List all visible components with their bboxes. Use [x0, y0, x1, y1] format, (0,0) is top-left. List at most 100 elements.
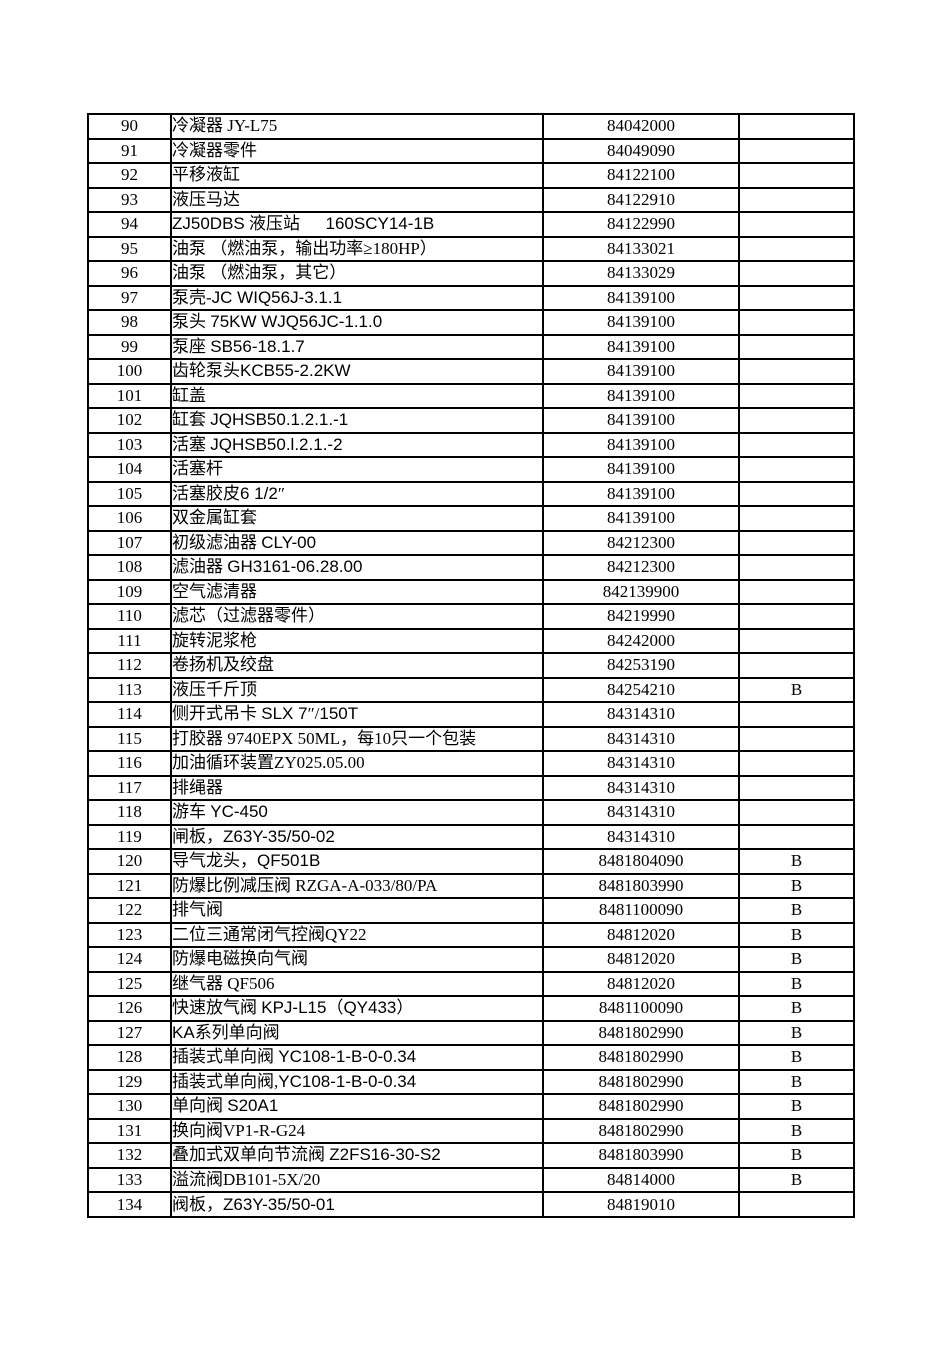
item-description-cell: 排绳器: [170, 774, 544, 801]
latin-text: JC WIQ56J-3.1.1: [211, 287, 343, 307]
latin-text: SB56-18.1.7: [210, 336, 305, 356]
hs-code-cell: 84139100: [542, 333, 740, 360]
row-number-cell: 133: [87, 1166, 172, 1193]
table-row: 107 初级滤油器 CLY-00 84212300: [87, 529, 855, 556]
remark-cell: B: [738, 872, 855, 899]
hs-code-cell: 8481803990: [542, 1142, 740, 1169]
remark-cell: [738, 309, 855, 336]
latin-text: QF501B: [257, 851, 321, 871]
row-number-cell: 103: [87, 431, 172, 458]
table-row: 134 阀板，Z63Y-35/50-01 84819010: [87, 1191, 855, 1218]
item-description-cell: KA系列单向阀: [170, 1019, 544, 1046]
row-number-cell: 93: [87, 186, 172, 213]
latin-text: KA: [172, 1022, 195, 1042]
latin-text: YC108-1-B-0-0.34: [278, 1047, 417, 1067]
parts-table-body: 90 冷凝器 JY-L75 84042000 91 冷凝器零件 84049090 92 平移液…: [87, 113, 855, 1218]
parts-table: 90 冷凝器 JY-L75 84042000 91 冷凝器零件 84049090 92 平移液…: [87, 113, 855, 1218]
table-row: 95 油泵 （燃油泵，输出功率≥180HP） 84133021: [87, 235, 855, 262]
item-description-cell: 打胶器 9740EPX 50ML，每10只一个包装: [170, 725, 544, 752]
hs-code-cell: 84139100: [542, 431, 740, 458]
item-description-cell: 泵座 SB56-18.1.7: [170, 333, 544, 360]
hs-code-cell: 84812020: [542, 970, 740, 997]
table-row: 124 防爆电磁换向气阀 84812020 B: [87, 946, 855, 973]
table-row: 103 活塞 JQHSB50.l.2.1.-2 84139100: [87, 431, 855, 458]
remark-cell: [738, 652, 855, 679]
table-row: 111 旋转泥浆枪 84242000: [87, 627, 855, 654]
row-number-cell: 104: [87, 456, 172, 483]
item-description-cell: 插装式单向阀,YC108-1-B-0-0.34: [170, 1068, 544, 1095]
table-row: 110 滤芯（过滤器零件） 84219990: [87, 603, 855, 630]
row-number-cell: 132: [87, 1142, 172, 1169]
item-description-cell: 液压千斤顶: [170, 676, 544, 703]
table-row: 96 油泵 （燃油泵，其它） 84133029: [87, 260, 855, 287]
table-row: 131 换向阀VP1-R-G24 8481802990 B: [87, 1117, 855, 1144]
hs-code-cell: 8481100090: [542, 995, 740, 1022]
hs-code-cell: 84212300: [542, 554, 740, 581]
row-number-cell: 98: [87, 309, 172, 336]
item-description-cell: 叠加式双单向节流阀 Z2FS16-30-S2: [170, 1142, 544, 1169]
latin-text: YC-450: [210, 802, 268, 822]
table-row: 126 快速放气阀 KPJ-L15（QY433） 8481100090 B: [87, 995, 855, 1022]
remark-cell: [738, 358, 855, 385]
hs-code-cell: 8481804090: [542, 848, 740, 875]
latin-text: JQHSB50.l.2.1.-2: [210, 434, 343, 454]
row-number-cell: 130: [87, 1093, 172, 1120]
row-number-cell: 110: [87, 603, 172, 630]
item-description-cell: 空气滤清器: [170, 578, 544, 605]
item-description-cell: 旋转泥浆枪: [170, 627, 544, 654]
table-row: 112 卷扬机及绞盘 84253190: [87, 652, 855, 679]
item-description-cell: 活塞 JQHSB50.l.2.1.-2: [170, 431, 544, 458]
latin-text: KCB55-2.2KW: [240, 361, 351, 381]
item-description-cell: 防爆电磁换向气阀: [170, 946, 544, 973]
hs-code-cell: 84139100: [542, 284, 740, 311]
table-row: 130 单向阀 S20A1 8481802990 B: [87, 1093, 855, 1120]
table-row: 90 冷凝器 JY-L75 84042000: [87, 113, 855, 140]
remark-cell: B: [738, 676, 855, 703]
table-row: 123 二位三通常闭气控阀QY22 84812020 B: [87, 921, 855, 948]
row-number-cell: 111: [87, 627, 172, 654]
item-description-cell: 单向阀 S20A1: [170, 1093, 544, 1120]
remark-cell: [738, 480, 855, 507]
hs-code-cell: 84314310: [542, 823, 740, 850]
remark-cell: [738, 627, 855, 654]
hs-code-cell: 84814000: [542, 1166, 740, 1193]
hs-code-cell: 84122910: [542, 186, 740, 213]
hs-code-cell: 84314310: [542, 799, 740, 826]
remark-cell: B: [738, 1117, 855, 1144]
item-description-cell: 双金属缸套: [170, 505, 544, 532]
hs-code-cell: 84139100: [542, 505, 740, 532]
table-row: 132 叠加式双单向节流阀 Z2FS16-30-S2 8481803990 B: [87, 1142, 855, 1169]
item-description-cell: 快速放气阀 KPJ-L15（QY433）: [170, 995, 544, 1022]
row-number-cell: 102: [87, 407, 172, 434]
latin-text: 160SCY14-1B: [325, 214, 435, 234]
table-row: 118 游车 YC-450 84314310: [87, 799, 855, 826]
item-description-cell: 初级滤油器 CLY-00: [170, 529, 544, 556]
item-description-cell: 油泵 （燃油泵，输出功率≥180HP）: [170, 235, 544, 262]
remark-cell: B: [738, 1166, 855, 1193]
row-number-cell: 91: [87, 137, 172, 164]
hs-code-cell: 84812020: [542, 921, 740, 948]
hs-code-cell: 84314310: [542, 774, 740, 801]
remark-cell: B: [738, 1068, 855, 1095]
remark-cell: [738, 382, 855, 409]
table-row: 121 防爆比例减压阀 RZGA-A-033/80/PA 8481803990 B: [87, 872, 855, 899]
row-number-cell: 121: [87, 872, 172, 899]
remark-cell: [738, 137, 855, 164]
hs-code-cell: 84314310: [542, 750, 740, 777]
row-number-cell: 97: [87, 284, 172, 311]
item-description-cell: 换向阀VP1-R-G24: [170, 1117, 544, 1144]
table-row: 109 空气滤清器 842139900: [87, 578, 855, 605]
latin-text: S20A1: [227, 1096, 279, 1116]
table-row: 92 平移液缸 84122100: [87, 162, 855, 189]
row-number-cell: 109: [87, 578, 172, 605]
item-description-cell: 排气阀: [170, 897, 544, 924]
item-description-cell: 活塞杆: [170, 456, 544, 483]
remark-cell: [738, 701, 855, 728]
table-row: 101 缸盖 84139100: [87, 382, 855, 409]
remark-cell: B: [738, 921, 855, 948]
hs-code-cell: 84049090: [542, 137, 740, 164]
table-row: 108 滤油器 GH3161-06.28.00 84212300: [87, 554, 855, 581]
remark-cell: B: [738, 1093, 855, 1120]
latin-text: 150T: [319, 704, 359, 724]
hs-code-cell: 84139100: [542, 358, 740, 385]
